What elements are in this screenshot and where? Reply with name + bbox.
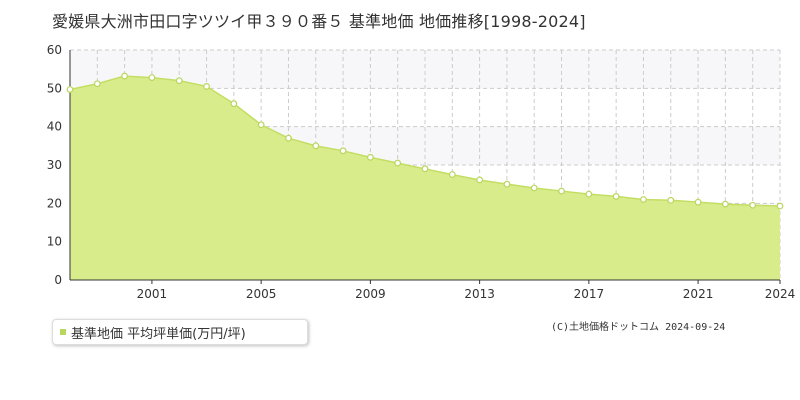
y-tick-label: 20 <box>47 196 62 210</box>
data-point <box>66 86 74 93</box>
data-point <box>476 176 484 184</box>
data-point <box>312 142 320 150</box>
credit-text: (C)土地価格ドットコム 2024-09-24 <box>551 322 726 333</box>
data-point <box>667 196 675 204</box>
x-tick-label: 2024 <box>765 287 796 301</box>
data-point <box>640 196 647 203</box>
y-tick-label: 60 <box>47 43 62 57</box>
data-point <box>285 134 292 142</box>
data-point <box>203 83 210 90</box>
legend-marker-icon <box>60 329 66 335</box>
series-fill <box>70 76 780 280</box>
data-point <box>421 165 429 173</box>
x-tick-label: 2005 <box>246 287 277 301</box>
data-point <box>366 153 374 161</box>
x-tick-label: 2021 <box>683 287 714 301</box>
data-point <box>749 201 757 209</box>
data-point <box>721 200 729 208</box>
data-point <box>93 80 101 88</box>
data-point <box>694 198 702 206</box>
data-point <box>148 74 156 81</box>
x-tick-label: 2017 <box>574 287 605 301</box>
y-tick-label: 40 <box>47 120 62 134</box>
data-point <box>175 77 183 85</box>
data-point <box>776 202 784 210</box>
legend[interactable]: 基準地価 平均坪単価(万円/坪) <box>52 319 308 345</box>
legend-label: 基準地価 平均坪単価(万円/坪) <box>71 327 246 342</box>
x-tick-label: 2001 <box>137 287 168 301</box>
data-point <box>121 72 129 80</box>
data-point <box>503 180 511 188</box>
data-points <box>66 72 784 210</box>
data-point <box>230 100 238 108</box>
x-tick-label: 2013 <box>464 287 495 301</box>
data-point <box>612 193 620 200</box>
x-axis-ticks: 2001 2005 2009 2013 2017 2021 2024 <box>137 280 796 301</box>
data-point <box>394 159 402 167</box>
data-point <box>339 147 347 155</box>
y-tick-label: 30 <box>47 158 62 172</box>
y-axis-ticks: 0 10 20 30 40 50 60 <box>47 43 62 287</box>
data-point <box>448 171 456 178</box>
data-point <box>530 184 538 192</box>
data-point <box>558 187 565 195</box>
y-tick-label: 0 <box>54 273 62 287</box>
chart-title: 愛媛県大洲市田口字ツツイ甲３９０番５ 基準地価 地価推移[1998-2024] <box>52 12 586 31</box>
data-point <box>257 121 265 129</box>
x-tick-label: 2009 <box>355 287 386 301</box>
y-tick-label: 10 <box>47 235 62 249</box>
y-tick-label: 50 <box>47 81 62 95</box>
data-point <box>585 190 593 198</box>
